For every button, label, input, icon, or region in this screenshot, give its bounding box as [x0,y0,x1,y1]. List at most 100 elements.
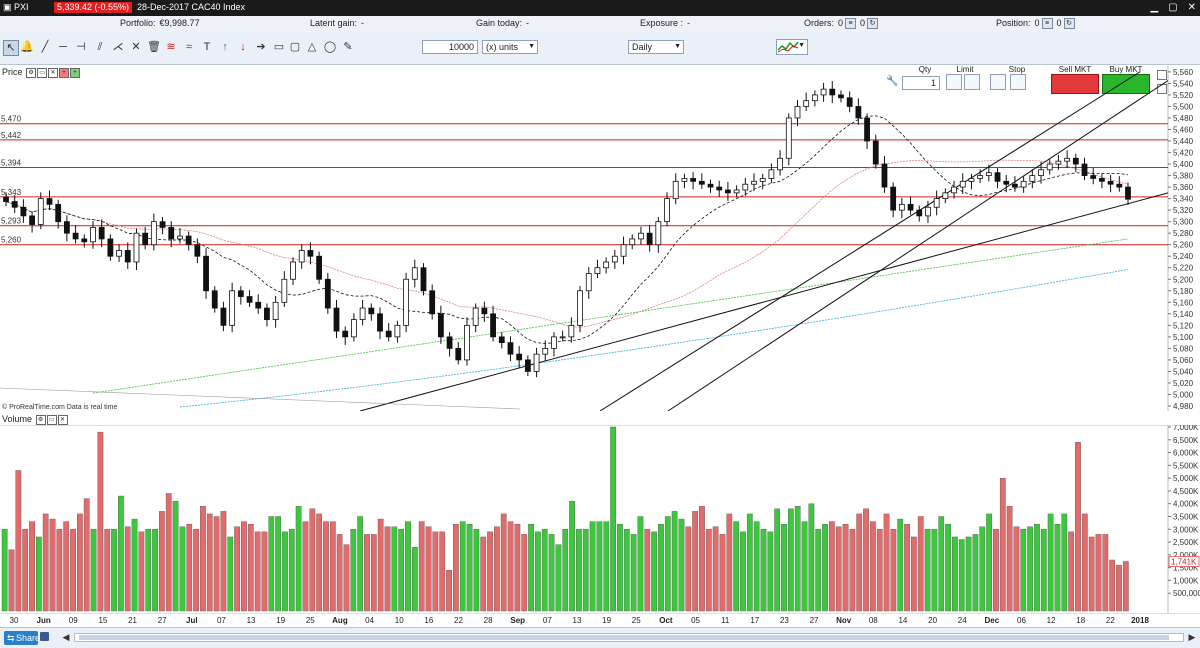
position-detail-icon[interactable]: ≡ [1041,18,1053,30]
volume-bar [835,526,842,612]
limit-sell-button[interactable] [964,74,980,90]
window-icon[interactable]: ▭ [46,414,57,425]
facebook-icon[interactable] [40,632,49,641]
stop-sell-button[interactable] [1010,74,1026,90]
x-tick-label: 25 [306,616,315,625]
fibonacci-tool-icon[interactable]: ≋ [166,41,176,53]
x-tick-label: 06 [1017,616,1026,625]
volume-bar [1075,442,1081,612]
volume-bar [165,493,172,612]
maximize-icon[interactable]: ▢ [1168,2,1178,13]
orders-detail-icon[interactable]: ≡ [845,18,857,30]
pointer-tool-icon[interactable]: ↖ [3,40,19,56]
pencil-tool-icon[interactable]: ✎ [343,41,353,53]
sell-arrow-icon[interactable]: ↓ [240,41,246,53]
alert-bell-icon[interactable]: 🔔 [20,41,34,53]
volume-bar [22,529,29,612]
x-tick-label: Dec [984,616,999,625]
volume-bar [391,526,398,612]
window-title: 28-Dec-2017 CAC40 Index [137,2,246,12]
share-button[interactable]: ⇆ Share [4,631,40,645]
trendline-tool-icon[interactable]: ╱ [41,41,49,53]
volume-tick-label: 6,000K [1173,449,1199,458]
add-indicator-icon[interactable]: + [59,67,70,78]
scroll-left-icon[interactable]: ◀ [62,632,70,642]
candle [142,232,149,246]
add-overlay-icon[interactable]: + [70,67,81,78]
volume-bar [275,516,281,612]
volume-bar [288,529,295,612]
chart-type-select[interactable]: ▼ [776,39,808,55]
trendline [599,71,1141,411]
quantity-input[interactable]: 10000 [422,40,478,54]
volume-tick-label: 3,500K [1173,513,1199,522]
chart-scrollbar[interactable] [74,633,1184,642]
rectangle-tool-icon[interactable]: ▭ [273,41,285,53]
volume-bar [890,529,897,612]
account-status-bar: Portfolio: €9,998.77 Latent gain: - Gain t… [0,16,1200,33]
scroll-right-icon[interactable]: ▶ [1188,632,1196,642]
candle [159,221,166,228]
candle [272,301,279,320]
volume-bar [446,569,452,612]
position-label: Position: [996,18,1031,28]
scrollbar-thumb[interactable] [79,635,1169,640]
x-tick-label: 13 [573,616,582,625]
buy-arrow-icon[interactable]: ↑ [222,41,228,53]
volume-chart[interactable]: 7,000K 6,500K 6,000K 5,500K 5,000K 4,500K 4,00… [0,425,1200,613]
position-refresh-icon[interactable]: ↻ [1063,18,1075,30]
triangle-tool-icon[interactable]: △ [307,41,317,53]
trendline [359,192,1169,411]
cross-tool-icon[interactable]: ✕ [131,41,141,53]
sell-mkt-button[interactable] [1051,74,1099,94]
volume-bar [753,521,760,612]
candle [185,235,192,246]
x-tick-label: 20 [928,616,937,625]
fan-tool-icon[interactable]: ⋌ [112,41,124,53]
window-icon[interactable]: ▭ [37,67,48,78]
buy-mkt-button[interactable] [1102,74,1150,94]
close-icon[interactable]: ✕ [48,67,59,78]
candle [316,255,323,280]
trendline [0,387,521,410]
delete-objects-icon[interactable]: 🗑 [147,41,161,53]
candle [585,273,592,292]
wrench-icon[interactable]: 🔧 [886,76,899,87]
orders-refresh-icon[interactable]: ↻ [867,18,879,30]
x-tick-label: 24 [958,616,967,625]
minimize-icon[interactable]: ▁ [1150,2,1159,13]
volume-tick-label: 7,000K [1173,425,1199,432]
candle [933,198,940,208]
price-chart[interactable]: 5,560 5,540 5,520 5,500 5,480 5,460 5,440 5,420… [0,66,1200,411]
vertical-segment-tool-icon[interactable]: ⊣ [76,41,86,53]
fibonacci-fan-icon[interactable]: ≈ [185,41,193,53]
zoom-rect-icon[interactable]: ▢ [289,41,301,53]
channel-tool-icon[interactable]: ⫽ [97,41,103,53]
volume-tick-label: 4,500K [1173,487,1199,496]
s-checkbox[interactable] [1157,70,1167,80]
units-select[interactable]: (x) units ▼ [482,40,538,54]
candle [1090,175,1097,179]
volume-bar [917,516,924,612]
x-tick-label: 23 [780,616,789,625]
limit-buy-button[interactable] [946,74,962,90]
close-icon[interactable]: ✕ [1187,2,1196,13]
price-tick-label: 5,380 [1173,172,1194,181]
candle [655,221,662,246]
x-tick-label: Oct [659,616,673,625]
wrench-icon[interactable]: ⚙ [26,67,37,78]
horizontal-line-tool-icon[interactable]: ─ [59,41,67,53]
stop-buy-button[interactable] [990,74,1006,90]
close-icon[interactable]: ✕ [57,414,68,425]
qty-input[interactable]: 1 [902,76,940,90]
candle [307,250,314,257]
wrench-icon[interactable]: ⚙ [35,414,46,425]
ellipse-tool-icon[interactable]: ◯ [323,41,337,53]
x-tick-label: 18 [1076,616,1085,625]
candle [290,261,296,280]
text-tool-icon[interactable]: T [203,41,211,53]
arrow-right-icon[interactable]: ➔ [256,41,266,53]
volume-bar [637,516,644,612]
candle [629,238,636,246]
period-select[interactable]: Daily ▼ [628,40,684,54]
